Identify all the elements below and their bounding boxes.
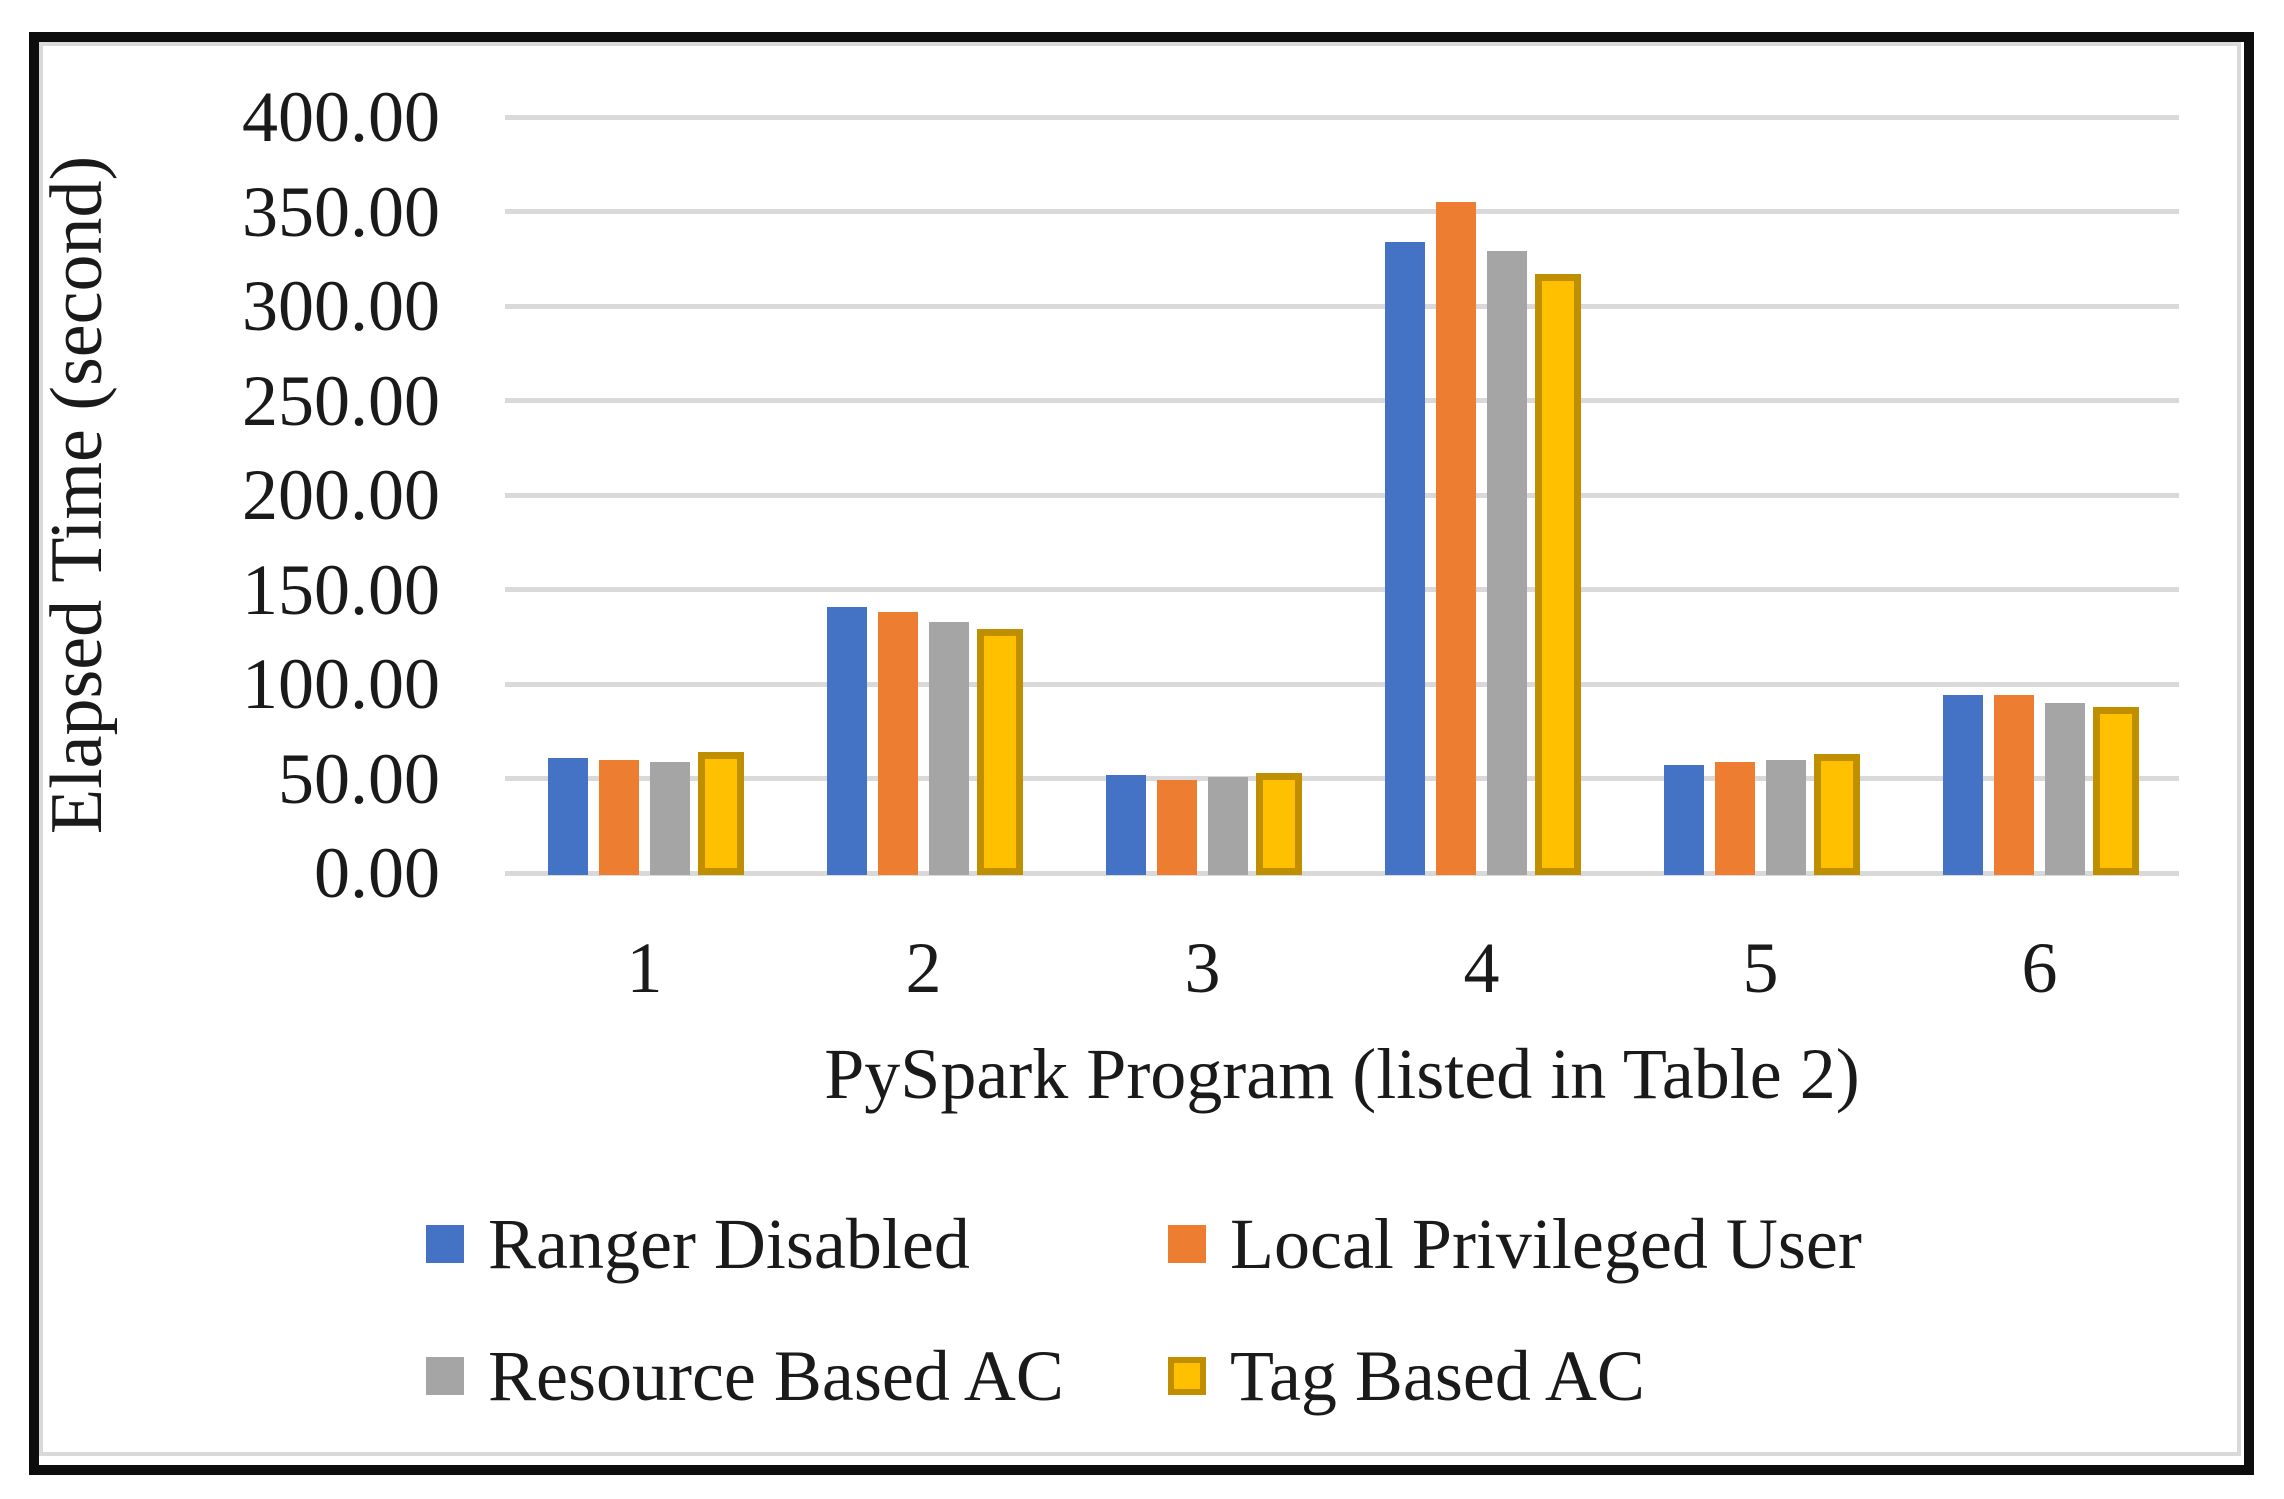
bar [878, 612, 918, 875]
legend-label: Resource Based AC [488, 1336, 1064, 1416]
x-axis-tick-label: 3 [1184, 928, 1221, 1008]
legend-item: Tag Based AC [1168, 1330, 1645, 1422]
legend-label: Ranger Disabled [488, 1204, 970, 1284]
bar [1256, 773, 1302, 875]
bar [2093, 707, 2139, 875]
legend-item: Local Privileged User [1168, 1198, 1862, 1290]
x-axis-tick-label: 5 [1742, 928, 1779, 1008]
bar [1487, 251, 1527, 875]
y-axis-tick-label: 100.00 [242, 644, 440, 724]
bar [1385, 242, 1425, 875]
bar [1814, 754, 1860, 875]
y-axis-tick-label: 400.00 [242, 77, 440, 157]
x-axis-tick-label: 4 [1463, 928, 1500, 1008]
legend-item: Ranger Disabled [426, 1198, 970, 1290]
y-axis-tick-label: 50.00 [278, 738, 440, 819]
y-axis-title: Elapsed Time (second) [36, 155, 118, 835]
gridline [505, 209, 2179, 214]
legend-item: Resource Based AC [426, 1330, 1064, 1422]
bar [1664, 765, 1704, 875]
bar [599, 760, 639, 875]
y-axis-tick-label: 250.00 [242, 360, 440, 441]
legend-swatch [426, 1357, 464, 1395]
y-axis-tick-label: 0.00 [314, 833, 440, 913]
y-axis-tick-label: 150.00 [242, 549, 440, 630]
bar [977, 629, 1023, 875]
gridline [505, 398, 2179, 403]
bar [548, 758, 588, 875]
bar [1157, 780, 1197, 875]
legend-swatch [1168, 1225, 1206, 1263]
bar [1436, 202, 1476, 875]
gridline [505, 681, 2179, 687]
gridline [505, 870, 2179, 876]
legend-label: Tag Based AC [1230, 1336, 1645, 1416]
legend-swatch [1168, 1357, 1206, 1395]
y-axis-tick-label: 300.00 [242, 266, 440, 346]
bar [1106, 775, 1146, 875]
x-axis-tick-label: 2 [905, 928, 942, 1008]
gridline [505, 114, 2179, 120]
x-axis-tick-label: 6 [2021, 928, 2058, 1008]
gridline [505, 587, 2179, 592]
bar [1208, 777, 1248, 875]
bar [698, 752, 744, 875]
bar [1535, 274, 1581, 875]
gridline [505, 492, 2179, 498]
gridline [505, 303, 2179, 309]
bar [2045, 703, 2085, 875]
bar [929, 622, 969, 875]
x-axis-title: PySpark Program (listed in Table 2) [824, 1034, 1860, 1114]
legend-swatch [426, 1225, 464, 1263]
x-axis-tick-label: 1 [626, 928, 663, 1008]
bar [1715, 762, 1755, 875]
y-axis-tick-label: 200.00 [242, 455, 440, 535]
chart-outer-frame [29, 32, 2254, 1475]
bar [1766, 760, 1806, 875]
gridline [505, 776, 2179, 781]
bar [827, 607, 867, 875]
bar [1943, 695, 1983, 875]
legend-label: Local Privileged User [1230, 1204, 1862, 1284]
bar [650, 762, 690, 875]
bar [1994, 695, 2034, 875]
y-axis-tick-label: 350.00 [242, 171, 440, 252]
